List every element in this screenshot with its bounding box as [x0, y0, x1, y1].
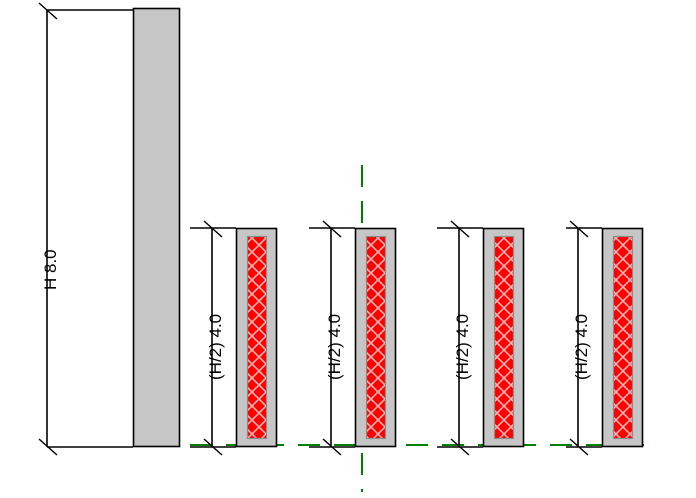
dimension-half-height-1-tick-top [203, 220, 223, 238]
dimension-half-height-1-tick-bottom [203, 438, 223, 456]
dimension-half-height-3 [437, 220, 483, 456]
composite-column-3-core [493, 235, 515, 440]
composite-column-1-core [246, 235, 268, 440]
dimension-half-height-2 [309, 220, 355, 456]
dimension-label-half-height-2: (H/2) 4.0 [325, 313, 344, 380]
composite-column-4-member [601, 227, 644, 448]
dimension-half-height-4-tick-top [569, 220, 589, 238]
solid-column-member [132, 7, 181, 448]
dimension-half-height-2-tick-top [322, 220, 342, 238]
composite-column-2-member [354, 227, 397, 448]
composite-column-4-core [612, 235, 634, 440]
solid-column-body [132, 7, 181, 448]
dimension-half-height-1 [190, 220, 236, 456]
dimension-full-height [38, 2, 133, 456]
dimension-half-height-4 [566, 220, 602, 456]
dimension-half-height-3-tick-bottom [450, 438, 470, 456]
dimension-full-height-tick-top [38, 2, 58, 20]
dimension-label-half-height-1: (H/2) 4.0 [206, 313, 225, 380]
composite-column-3-member [482, 227, 525, 448]
dimension-label-full-height: H 8.0 [41, 249, 60, 290]
dimension-label-half-height-4: (H/2) 4.0 [572, 313, 591, 380]
dimension-half-height-3-tick-top [450, 220, 470, 238]
dimension-half-height-2-tick-bottom [322, 438, 342, 456]
dimension-label-half-height-3: (H/2) 4.0 [453, 313, 472, 380]
dimension-half-height-4-tick-bottom [569, 438, 589, 456]
dimension-full-height-tick-bottom [38, 438, 58, 456]
composite-column-1-member [235, 227, 278, 448]
composite-column-2-core [365, 235, 387, 440]
